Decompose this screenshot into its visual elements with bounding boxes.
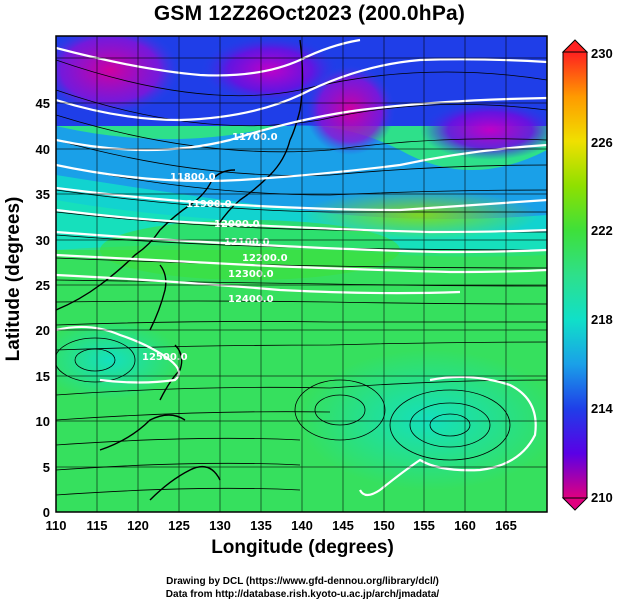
lon-tick-label: 165 [495, 518, 517, 533]
colorbar-tick-label: 226 [591, 135, 613, 150]
height-contours [56, 38, 547, 497]
lat-tick-label: 30 [36, 233, 50, 248]
contour-label: 11900.0 [186, 199, 232, 210]
lon-tick-label: 160 [454, 518, 476, 533]
colorbar-tick-label: 222 [591, 223, 613, 238]
contour-label: 12300.0 [228, 269, 274, 280]
lon-tick-label: 140 [291, 518, 313, 533]
lon-tick-label: 150 [373, 518, 395, 533]
lon-tick-label: 130 [209, 518, 231, 533]
plot-frame [55, 35, 548, 513]
lat-tick-label: 0 [43, 505, 50, 520]
map-title: GSM 12Z26Oct2023 (200.0hPa) [153, 2, 466, 25]
colorbar-body [562, 51, 588, 499]
lon-tick-label: 135 [250, 518, 272, 533]
colorbar-top-triangle [561, 39, 589, 53]
lon-tick-labels: 110 115 120 125 130 135 140 145 150 155 … [46, 518, 517, 533]
contour-labels: 11700.0 11800.0 11900.0 12000.0 12100.0 … [142, 132, 288, 363]
contour-label: 12400.0 [228, 294, 274, 305]
lon-tick-label: 110 [46, 518, 67, 533]
wind-streamlines [56, 59, 547, 496]
x-axis-label: Longitude (degrees) [211, 537, 394, 558]
temperature-shading [56, 36, 547, 512]
lat-tick-label: 45 [36, 96, 50, 111]
colorbar-tick-label: 210 [591, 490, 613, 505]
y-axis-label: Latitude (degrees) [3, 196, 24, 362]
colorbar-tick-label: 214 [591, 401, 613, 416]
lon-tick-label: 115 [87, 518, 108, 533]
contour-label: 12000.0 [214, 219, 260, 230]
credit-drawing: Drawing by DCL (https://www.gfd-dennou.o… [166, 576, 439, 587]
colorbar-bottom-triangle [561, 497, 589, 511]
lat-lon-grid [56, 36, 547, 512]
lat-tick-label: 10 [36, 414, 50, 429]
lon-tick-label: 145 [332, 518, 354, 533]
contour-label: 12500.0 [142, 352, 188, 363]
lon-tick-label: 120 [127, 518, 149, 533]
colorbar: 230 226 222 218 214 210 [561, 39, 613, 511]
colorbar-tick-label: 230 [591, 46, 613, 61]
lat-tick-label: 5 [43, 460, 50, 475]
contour-label: 11700.0 [232, 132, 278, 143]
colorbar-tick-label: 218 [591, 312, 613, 327]
lat-tick-label: 25 [36, 278, 50, 293]
contour-label: 12100.0 [224, 237, 270, 248]
lat-tick-label: 40 [36, 142, 50, 157]
lat-tick-label: 20 [36, 323, 50, 338]
lon-tick-label: 125 [168, 518, 190, 533]
contour-label: 11800.0 [170, 172, 216, 183]
contour-label: 12200.0 [242, 253, 288, 264]
lat-tick-label: 35 [36, 187, 50, 202]
lat-tick-label: 15 [36, 369, 50, 384]
lon-tick-label: 155 [413, 518, 435, 533]
credit-data-source: Data from http://database.rish.kyoto-u.a… [165, 589, 440, 600]
lat-tick-labels: 0 5 10 15 20 25 30 35 40 45 [36, 96, 50, 520]
